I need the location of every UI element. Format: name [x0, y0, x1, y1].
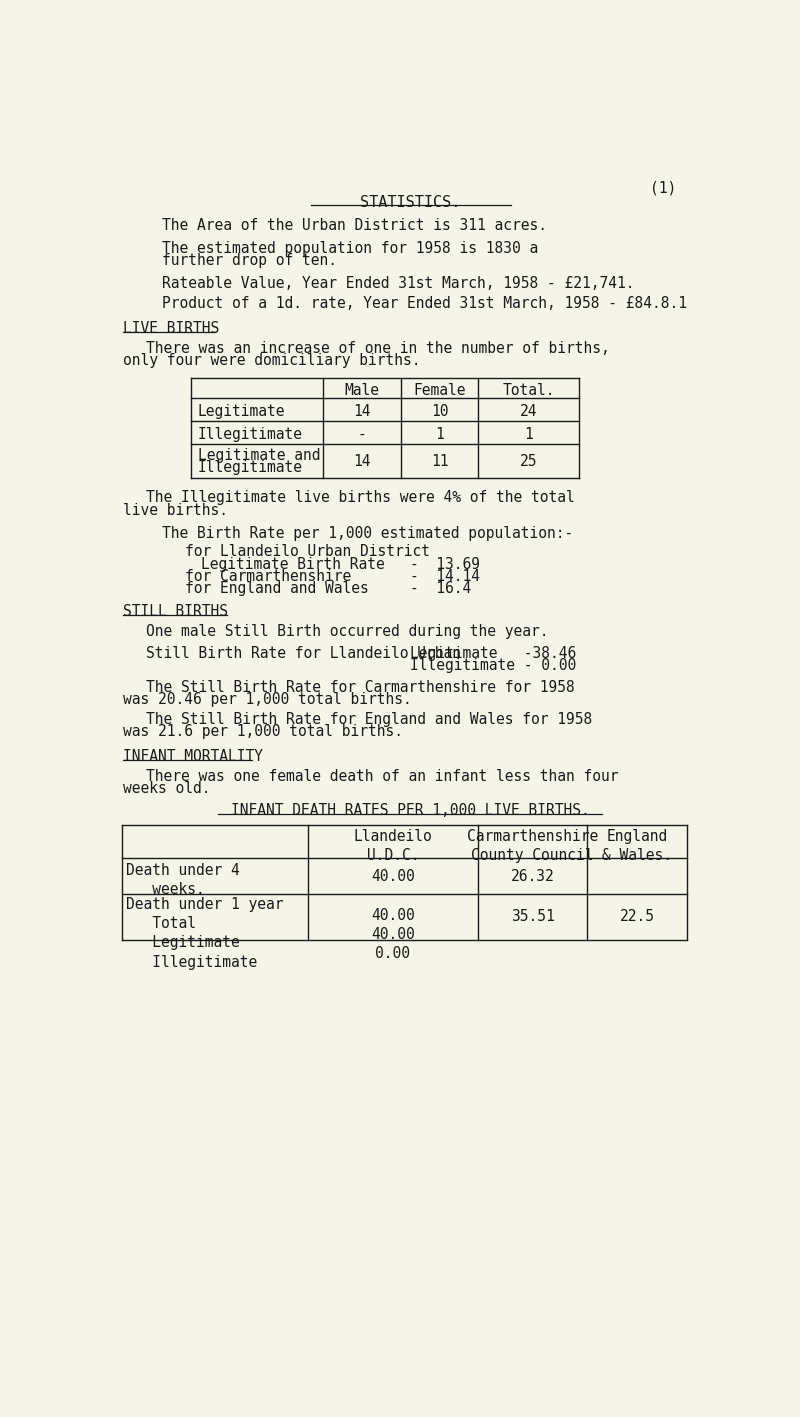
Text: 24: 24 — [520, 404, 538, 419]
Text: The Area of the Urban District is 311 acres.: The Area of the Urban District is 311 ac… — [162, 218, 547, 232]
Text: Illegitimate: Illegitimate — [198, 427, 302, 442]
Text: 1: 1 — [524, 427, 533, 442]
Text: The Birth Rate per 1,000 estimated population:-: The Birth Rate per 1,000 estimated popul… — [162, 526, 574, 541]
Text: for England and Wales: for England and Wales — [186, 581, 369, 597]
Text: was 21.6 per 1,000 total births.: was 21.6 per 1,000 total births. — [123, 724, 403, 740]
Text: -  16.4: - 16.4 — [410, 581, 471, 597]
Text: INFANT DEATH RATES PER 1,000 LIVE BIRTHS.: INFANT DEATH RATES PER 1,000 LIVE BIRTHS… — [230, 803, 590, 818]
Text: Total.: Total. — [502, 384, 555, 398]
Text: 25: 25 — [520, 455, 538, 469]
Text: Carmarthenshire
County Council: Carmarthenshire County Council — [467, 829, 598, 863]
Text: Legitimate and: Legitimate and — [198, 448, 320, 463]
Text: Rateable Value, Year Ended 31st March, 1958 - £21,741.: Rateable Value, Year Ended 31st March, 1… — [162, 276, 634, 292]
Text: Death under 1 year
   Total
   Legitimate
   Illegitimate: Death under 1 year Total Legitimate Ille… — [126, 897, 284, 969]
Text: Death under 4
   weeks.: Death under 4 weeks. — [126, 863, 240, 897]
Text: 40.00
40.00
0.00: 40.00 40.00 0.00 — [371, 908, 415, 961]
Text: The estimated population for 1958 is 1830 a: The estimated population for 1958 is 183… — [162, 241, 538, 256]
Text: weeks old.: weeks old. — [123, 781, 210, 796]
Text: 1: 1 — [435, 427, 444, 442]
Text: LIVE BIRTHS: LIVE BIRTHS — [123, 322, 219, 336]
Text: -  14.14: - 14.14 — [410, 568, 480, 584]
Text: 10: 10 — [430, 404, 448, 419]
Text: 14: 14 — [354, 455, 370, 469]
Text: Legitimate: Legitimate — [198, 404, 285, 419]
Text: 14: 14 — [354, 404, 370, 419]
Text: Product of a 1d. rate, Year Ended 31st March, 1958 - £84.8.1: Product of a 1d. rate, Year Ended 31st M… — [162, 296, 687, 312]
Text: Still Birth Rate for Llandeilo Urban: Still Birth Rate for Llandeilo Urban — [146, 646, 462, 660]
Text: 26.32: 26.32 — [510, 869, 554, 884]
Text: STILL BIRTHS: STILL BIRTHS — [123, 604, 228, 619]
Text: STATISTICS.: STATISTICS. — [360, 194, 460, 210]
Text: The Illegitimate live births were 4% of the total: The Illegitimate live births were 4% of … — [146, 490, 575, 506]
Text: England
& Wales.: England & Wales. — [602, 829, 672, 863]
Text: There was an increase of one in the number of births,: There was an increase of one in the numb… — [146, 341, 610, 356]
Text: There was one female death of an infant less than four: There was one female death of an infant … — [146, 769, 619, 784]
Text: -  13.69: - 13.69 — [410, 557, 480, 571]
Text: INFANT MORTALITY: INFANT MORTALITY — [123, 750, 263, 764]
Text: -: - — [358, 427, 366, 442]
Text: for Llandeilo Urban District: for Llandeilo Urban District — [186, 544, 430, 560]
Text: Male: Male — [345, 384, 379, 398]
Text: was 20.46 per 1,000 total births.: was 20.46 per 1,000 total births. — [123, 691, 412, 707]
Text: The Still Birth Rate for Carmarthenshire for 1958: The Still Birth Rate for Carmarthenshire… — [146, 680, 575, 694]
Text: (1): (1) — [650, 181, 677, 196]
Text: only four were domiciliary births.: only four were domiciliary births. — [123, 353, 421, 368]
Text: Legitimate   -38.46: Legitimate -38.46 — [410, 646, 576, 660]
Text: Legitimate Birth Rate: Legitimate Birth Rate — [201, 557, 385, 571]
Text: for Carmarthenshire: for Carmarthenshire — [186, 568, 351, 584]
Text: 22.5: 22.5 — [619, 910, 654, 924]
Text: 11: 11 — [430, 455, 448, 469]
Text: further drop of ten.: further drop of ten. — [162, 254, 337, 268]
Text: 35.51: 35.51 — [510, 910, 554, 924]
Text: One male Still Birth occurred during the year.: One male Still Birth occurred during the… — [146, 625, 549, 639]
Text: live births.: live births. — [123, 503, 228, 517]
Text: Female: Female — [413, 384, 466, 398]
Text: The Still Birth Rate for England and Wales for 1958: The Still Birth Rate for England and Wal… — [146, 713, 593, 727]
Text: Illegitimate - 0.00: Illegitimate - 0.00 — [410, 659, 576, 673]
Text: Illegitimate: Illegitimate — [198, 459, 302, 475]
Text: 40.00: 40.00 — [371, 869, 415, 884]
Text: Llandeilo
U.D.C.: Llandeilo U.D.C. — [354, 829, 432, 863]
